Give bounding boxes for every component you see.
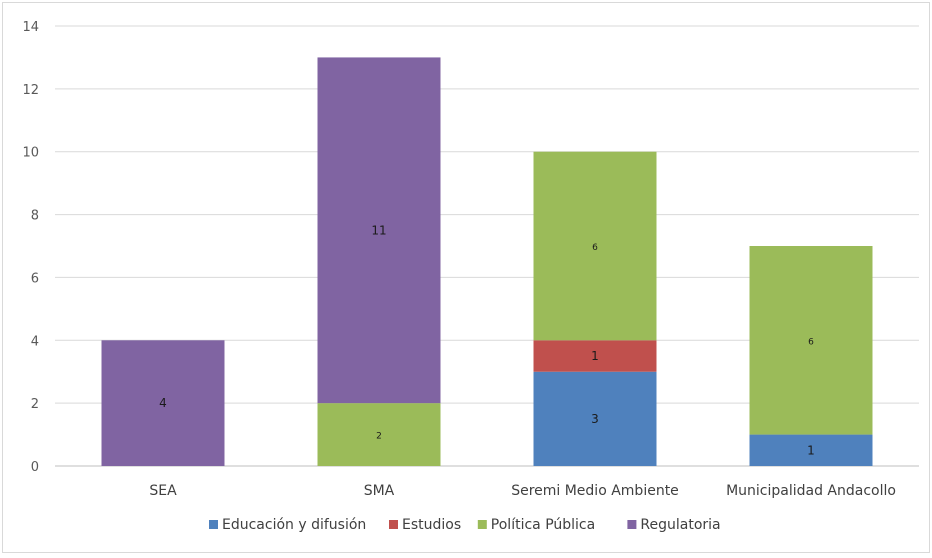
data-label: 4 <box>159 396 167 410</box>
category-label: Seremi Medio Ambiente <box>511 483 679 499</box>
y-tick-label: 6 <box>31 271 39 286</box>
legend: Educación y difusión Estudios Política Púb… <box>209 517 721 533</box>
y-axis-tick-labels: 0 2 4 6 8 10 12 14 <box>22 20 39 475</box>
legend-swatch <box>627 520 637 529</box>
bar-segment <box>533 340 657 372</box>
bar-segment <box>101 340 225 466</box>
category-label: SEA <box>149 483 177 499</box>
bar-segment <box>749 246 873 435</box>
legend-label: Política Pública <box>491 517 595 533</box>
y-tick-label: 12 <box>22 83 39 98</box>
legend-label: Educación y difusión <box>222 517 366 533</box>
bar-segment <box>533 151 657 341</box>
legend-swatch <box>389 520 398 529</box>
data-label: 1 <box>807 443 815 457</box>
data-label: 3 <box>591 412 599 426</box>
y-tick-label: 2 <box>31 397 39 412</box>
bar-segment <box>749 434 873 466</box>
legend-swatch <box>209 520 218 529</box>
legend-item: Educación y difusión <box>209 517 366 533</box>
legend-item: Estudios <box>389 517 461 533</box>
y-tick-label: 4 <box>31 334 39 349</box>
x-axis-category-labels: SEA SMA Seremi Medio Ambiente Municipalidad… <box>149 483 896 499</box>
y-tick-label: 10 <box>22 146 39 161</box>
data-label: 2 <box>376 432 382 442</box>
legend-label: Estudios <box>402 517 461 533</box>
bar-segment <box>317 57 441 404</box>
y-tick-label: 8 <box>31 209 39 224</box>
legend-swatch <box>477 520 487 529</box>
data-label: 6 <box>592 243 598 253</box>
legend-label: Regulatoria <box>640 517 720 533</box>
stacked-bar-chart: 0 2 4 6 8 10 12 14 4 2 11 3 1 6 1 6 SEA SMA Seremi Medio… <box>22 20 919 533</box>
category-label: Municipalidad Andacollo <box>726 483 896 499</box>
data-label: 6 <box>808 337 814 347</box>
legend-item: Regulatoria <box>627 517 721 533</box>
data-labels: 4 2 11 3 1 6 1 6 <box>159 223 815 457</box>
category-label: SMA <box>364 483 395 499</box>
legend-item: Política Pública <box>477 517 595 533</box>
bar-segment <box>533 371 657 466</box>
data-label: 11 <box>371 223 386 237</box>
data-label: 1 <box>591 349 599 363</box>
y-tick-label: 14 <box>22 20 39 35</box>
bar-segment <box>317 403 441 466</box>
bars <box>101 57 873 466</box>
y-tick-label: 0 <box>31 460 39 475</box>
